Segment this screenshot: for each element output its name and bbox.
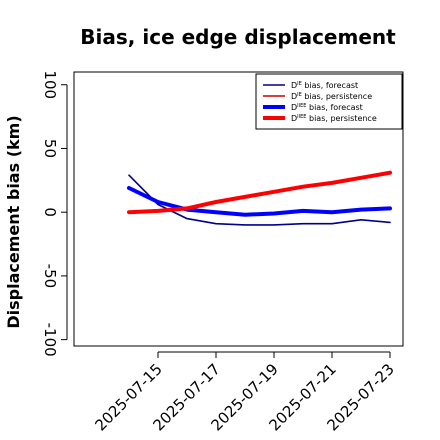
y-tick-label: -100 <box>41 323 59 357</box>
series-layer <box>127 170 392 226</box>
y-tick-label: 0 <box>41 207 59 217</box>
y-tick-label: 100 <box>41 70 59 99</box>
chart-title: Bias, ice edge displacement <box>80 25 396 49</box>
plot-area-frame <box>73 71 404 347</box>
x-axis: 2025-07-152025-07-172025-07-192025-07-21… <box>91 351 398 434</box>
series-line-4 <box>127 170 392 215</box>
legend-label-4: DIIEE bias, persistence <box>291 114 377 123</box>
y-tick-label: 50 <box>41 139 59 158</box>
legend-label-1: DIE bias, forecast <box>291 81 358 90</box>
legend: DIE bias, forecast DIE bias, persistence D… <box>255 73 403 130</box>
series-line-3 <box>127 186 392 217</box>
y-tick-label: -50 <box>41 264 59 289</box>
legend-label-2: DIE bias, persistence <box>291 92 372 101</box>
y-axis-label: Displacement bias (km) <box>4 115 23 328</box>
y-axis: 100 50 0 -50 -100 <box>41 70 68 357</box>
legend-label-3: DIIEE bias, forecast <box>291 103 363 112</box>
series-line-1 <box>128 174 391 226</box>
